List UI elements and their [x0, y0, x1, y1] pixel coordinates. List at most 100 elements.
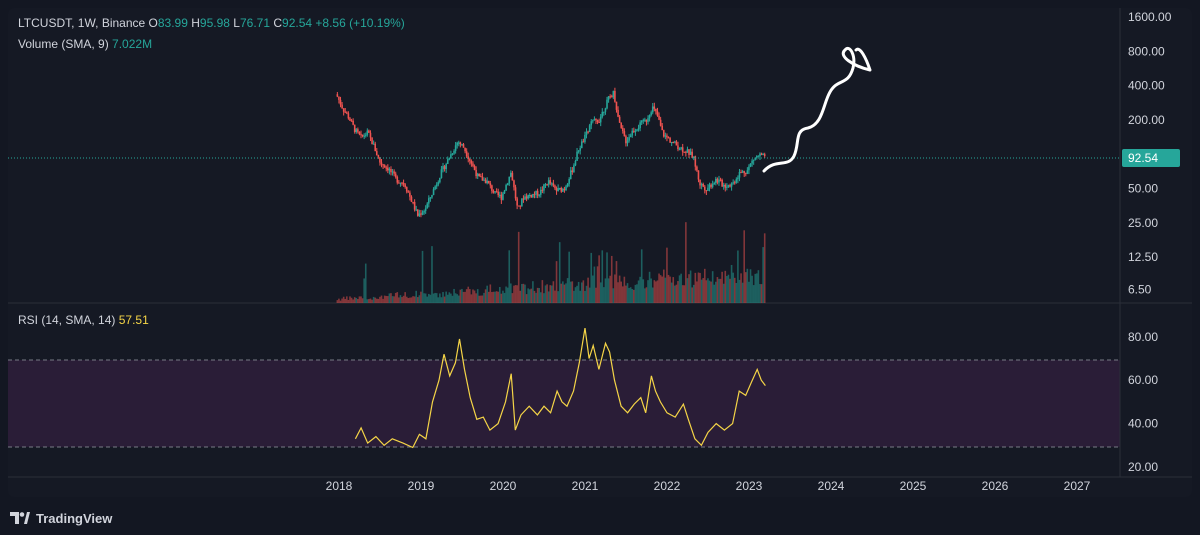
- candle-body: [579, 148, 582, 151]
- candle-body: [674, 141, 676, 143]
- rsi-legend[interactable]: RSI (14, SMA, 14) 57.51: [18, 313, 149, 327]
- candle-body: [562, 188, 564, 192]
- volume-bar: [405, 296, 408, 303]
- candle-body: [552, 183, 555, 186]
- tradingview-logo-icon: [10, 512, 30, 524]
- volume-bar: [609, 275, 611, 303]
- rsi-line: [354, 328, 766, 449]
- volume-bar: [607, 278, 610, 303]
- candle-body: [614, 90, 616, 102]
- candle-body: [633, 130, 635, 132]
- volume-bar: [413, 296, 416, 303]
- volume-bar: [699, 272, 701, 303]
- candle-body: [592, 120, 594, 122]
- candle-body: [375, 151, 378, 156]
- volume-bar: [754, 273, 757, 303]
- chart-canvas[interactable]: 6.50 12.50 25.00 50.00 200.00 400.00 800.00 160…: [8, 8, 1192, 497]
- volume-bar: [585, 285, 588, 303]
- candle-body: [437, 182, 440, 185]
- candle-body: [527, 195, 529, 199]
- symbol-legend[interactable]: LTCUSDT, 1W, Binance O83.99 H95.98 L76.7…: [18, 16, 405, 30]
- volume-bar: [639, 276, 641, 303]
- candle-body: [336, 94, 339, 97]
- volume-bar: [678, 275, 681, 303]
- high-key: H: [191, 16, 200, 30]
- volume-bar: [503, 292, 506, 303]
- volume-bar: [621, 286, 624, 303]
- candle-body: [457, 142, 460, 144]
- chart-area[interactable]: 6.50 12.50 25.00 50.00 200.00 400.00 800.00 160…: [8, 8, 1192, 497]
- volume-bar: [592, 275, 594, 303]
- volume-bar: [722, 283, 725, 303]
- candle-body: [599, 116, 602, 123]
- candle-body: [618, 116, 621, 123]
- candle-body: [524, 196, 526, 200]
- candle-body: [519, 205, 522, 207]
- candle-body: [749, 163, 752, 167]
- volume-bar: [549, 285, 552, 303]
- candle-body: [629, 135, 632, 138]
- time-tick-label: 2027: [1064, 479, 1091, 493]
- candle-body: [409, 192, 411, 197]
- volume-bar: [680, 273, 682, 303]
- volume-bar: [716, 277, 719, 303]
- volume-bar: [502, 290, 504, 303]
- volume-bar: [642, 279, 645, 303]
- volume-bar: [618, 275, 621, 303]
- volume-label[interactable]: Volume (SMA, 9): [18, 37, 109, 51]
- volume-bar: [566, 278, 569, 303]
- candle-body: [402, 183, 405, 185]
- candle-body: [666, 135, 668, 138]
- candle-body: [584, 135, 586, 142]
- volume-bar: [374, 297, 377, 303]
- volume-legend[interactable]: Volume (SMA, 9) 7.022M: [18, 37, 152, 51]
- candle-body: [675, 141, 678, 146]
- volume-bar: [697, 272, 700, 303]
- candle-body: [715, 178, 717, 183]
- volume-bar: [702, 278, 705, 303]
- footer-brand[interactable]: TradingView: [10, 509, 112, 527]
- candle-body: [626, 140, 629, 144]
- candle-body: [443, 166, 446, 170]
- candle-body: [620, 122, 623, 128]
- candle-body: [514, 187, 517, 199]
- volume-bar: [703, 268, 706, 303]
- candle-body: [617, 109, 619, 117]
- candle-body: [595, 118, 597, 121]
- volume-bar: [759, 284, 761, 303]
- interval[interactable]: 1W: [77, 16, 96, 30]
- volume-bar: [601, 250, 604, 303]
- volume-bar: [568, 251, 570, 303]
- volume-bar: [588, 287, 591, 303]
- volume-bar: [364, 263, 367, 303]
- volume-bar: [614, 274, 616, 303]
- candle-body: [740, 171, 742, 173]
- candle-body: [528, 195, 531, 197]
- price-tick-label: 200.00: [1128, 113, 1165, 127]
- rsi-label[interactable]: RSI (14, SMA, 14): [18, 313, 116, 327]
- candle-body: [587, 131, 589, 133]
- candle-body: [500, 194, 503, 200]
- volume-bar: [760, 284, 763, 303]
- candle-body: [454, 145, 457, 151]
- candle-body: [697, 170, 700, 180]
- volume-bar: [637, 280, 640, 303]
- candle-body: [502, 193, 504, 200]
- volume-bar: [357, 299, 359, 303]
- time-tick-label: 2020: [490, 479, 517, 493]
- candle-body: [603, 111, 605, 113]
- candle-body: [719, 179, 722, 181]
- volume-bar: [650, 278, 652, 303]
- candle-body: [566, 183, 569, 187]
- candle-body: [398, 182, 400, 184]
- symbol-name[interactable]: LTCUSDT: [18, 16, 72, 30]
- volume-bar: [530, 288, 533, 303]
- volume-bar: [547, 291, 550, 303]
- volume-bar: [382, 298, 384, 303]
- candle-body: [558, 187, 561, 189]
- freehand-drawing[interactable]: [762, 47, 872, 173]
- candle-body: [557, 188, 559, 191]
- volume-bar: [617, 282, 619, 303]
- candle-body: [678, 148, 681, 150]
- candle-body: [508, 176, 511, 184]
